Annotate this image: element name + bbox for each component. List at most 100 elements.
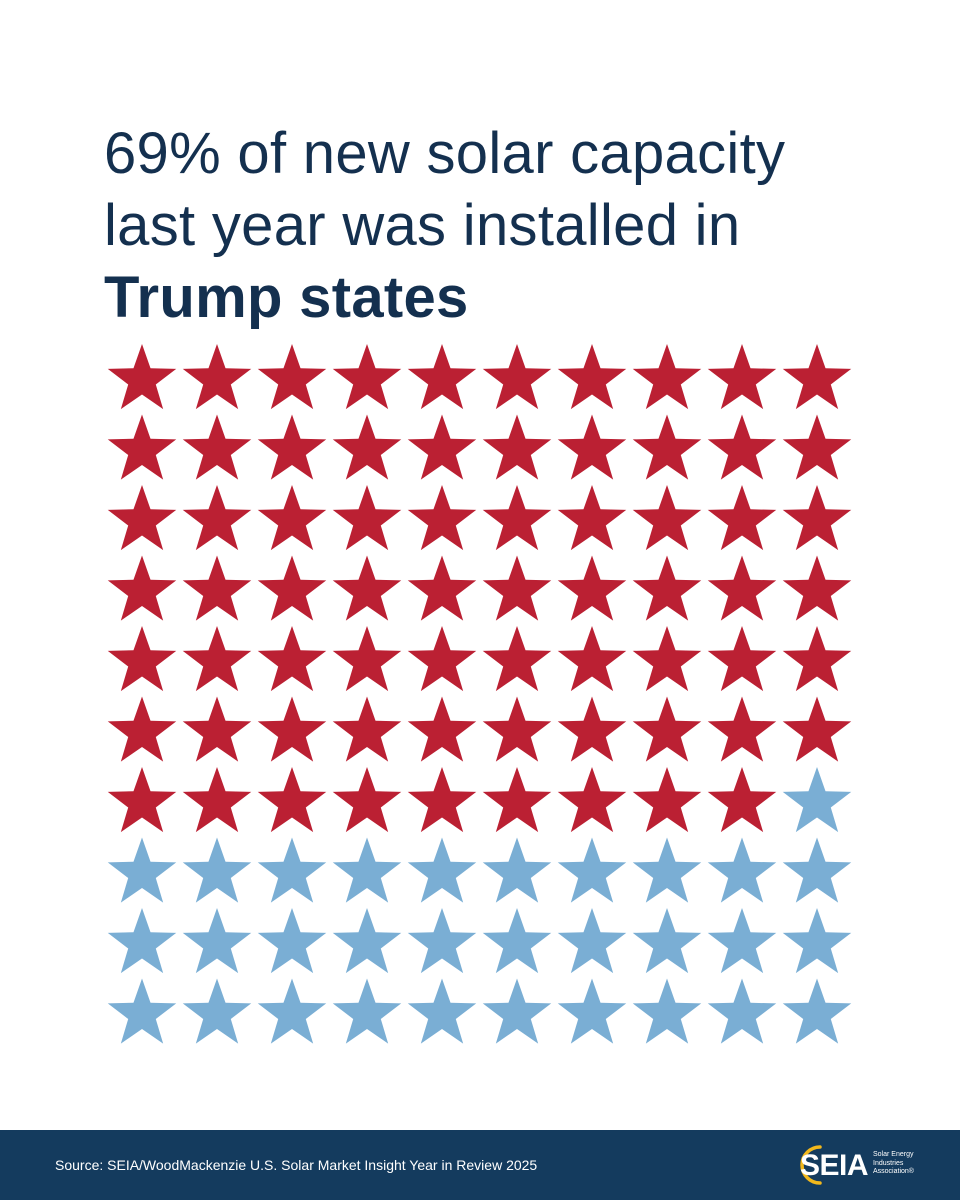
star-icon [707, 837, 777, 903]
star-icon [632, 344, 702, 410]
star-icon [107, 344, 177, 410]
star-icon [557, 837, 627, 903]
star-icon [632, 908, 702, 974]
star-icon [632, 414, 702, 480]
star-icon [557, 626, 627, 692]
star-icon [332, 696, 402, 762]
star-icon [332, 626, 402, 692]
star-icon [782, 837, 852, 903]
star-icon [557, 767, 627, 833]
star-icon [332, 485, 402, 551]
star-icon [557, 555, 627, 621]
star-icon [482, 696, 552, 762]
star-icon [707, 344, 777, 410]
star-icon [407, 344, 477, 410]
star-icon [332, 837, 402, 903]
star-icon [632, 485, 702, 551]
star-icon [107, 555, 177, 621]
star-icon [707, 978, 777, 1044]
star-icon [557, 485, 627, 551]
star-icon [482, 485, 552, 551]
star-icon [182, 767, 252, 833]
headline-line-2: last year was installed in [104, 193, 741, 258]
star-icon [182, 414, 252, 480]
footer-bar: Source: SEIA/WoodMackenzie U.S. Solar Ma… [0, 1130, 960, 1200]
star-icon [107, 908, 177, 974]
star-icon [632, 978, 702, 1044]
star-icon [407, 414, 477, 480]
star-icon [332, 344, 402, 410]
star-icon [782, 767, 852, 833]
seia-logo: SEIA Solar Energy Industries Association… [790, 1140, 930, 1190]
star-icon [257, 414, 327, 480]
star-icon [782, 908, 852, 974]
star-icon [407, 626, 477, 692]
star-icon [257, 696, 327, 762]
star-icon [482, 344, 552, 410]
star-icon [557, 696, 627, 762]
star-icon [782, 414, 852, 480]
star-icon [107, 696, 177, 762]
star-icon [407, 767, 477, 833]
logo-tagline: Solar Energy Industries Association® [873, 1151, 933, 1177]
star-icon [407, 908, 477, 974]
star-icon [632, 837, 702, 903]
star-icon [257, 978, 327, 1044]
star-waffle-chart [107, 344, 852, 1044]
star-icon [782, 485, 852, 551]
star-icon [632, 626, 702, 692]
star-icon [257, 908, 327, 974]
star-icon [707, 908, 777, 974]
star-icon [482, 767, 552, 833]
headline-line-1: 69% of new solar capacity [104, 121, 786, 186]
headline-line-3: Trump states [104, 265, 469, 330]
star-icon [107, 414, 177, 480]
logo-tagline-line-2: Industries [873, 1159, 904, 1167]
star-icon [482, 837, 552, 903]
star-icon [407, 696, 477, 762]
star-icon [782, 344, 852, 410]
star-icon [332, 908, 402, 974]
star-icon [332, 978, 402, 1044]
star-icon [332, 767, 402, 833]
star-icon [407, 485, 477, 551]
star-icon [182, 485, 252, 551]
star-icon [182, 908, 252, 974]
star-icon [782, 626, 852, 692]
star-icon [707, 555, 777, 621]
logo-tagline-line-3: Association® [873, 1168, 914, 1175]
star-icon [257, 485, 327, 551]
star-icon [557, 414, 627, 480]
star-icon [257, 767, 327, 833]
logo-wordmark: SEIA [800, 1149, 869, 1182]
star-icon [107, 837, 177, 903]
star-icon [107, 978, 177, 1044]
star-icon [782, 978, 852, 1044]
star-icon [632, 767, 702, 833]
sun-arc-icon [800, 1145, 822, 1185]
star-icon [707, 485, 777, 551]
star-icon [707, 767, 777, 833]
star-icon [107, 485, 177, 551]
star-icon [407, 978, 477, 1044]
star-icon [707, 414, 777, 480]
star-icon [182, 626, 252, 692]
star-icon [557, 908, 627, 974]
star-icon [632, 555, 702, 621]
star-icon [407, 555, 477, 621]
star-icon [182, 978, 252, 1044]
star-icon [332, 414, 402, 480]
star-icon [557, 344, 627, 410]
star-icon [332, 555, 402, 621]
star-icon [482, 414, 552, 480]
logo-tagline-line-1: Solar Energy [873, 1151, 914, 1158]
star-icon [182, 837, 252, 903]
star-icon [707, 626, 777, 692]
star-icon [257, 555, 327, 621]
star-icon [182, 555, 252, 621]
star-icon [482, 555, 552, 621]
star-icon [482, 626, 552, 692]
star-icon [257, 344, 327, 410]
star-icon [182, 344, 252, 410]
star-icon [182, 696, 252, 762]
